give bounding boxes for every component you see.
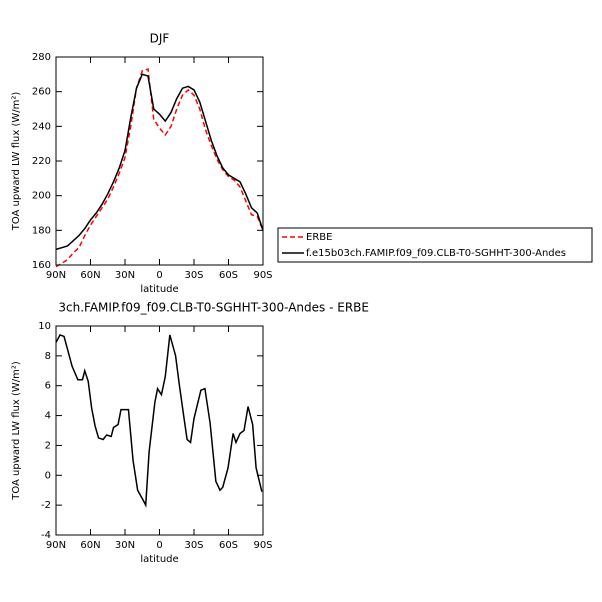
x-tick-label: 30N — [115, 540, 135, 551]
chart-title: 3ch.FAMIP.f09_f09.CLB-T0-SGHHT-300-Andes… — [58, 301, 369, 315]
x-tick-label: 60N — [80, 270, 100, 281]
y-tick-label: 280 — [32, 52, 51, 63]
x-axis-label: latitude — [140, 284, 178, 295]
x-tick-label: 30S — [184, 270, 203, 281]
x-tick-label: 60S — [219, 270, 238, 281]
chart-title: DJF — [150, 32, 170, 46]
y-tick-label: 180 — [32, 225, 51, 236]
x-tick-label: 90N — [46, 540, 66, 551]
y-tick-label: 8 — [45, 351, 51, 362]
data-line — [55, 68, 264, 268]
y-tick-label: 4 — [45, 411, 51, 422]
y-tick-label: 10 — [38, 321, 51, 332]
x-tick-label: 60S — [219, 540, 238, 551]
x-tick-label: 30S — [184, 540, 203, 551]
y-tick-label: 200 — [32, 191, 51, 202]
x-tick-label: 90N — [46, 270, 66, 281]
y-axis-label: TOA upward LW flux (W/m²) — [11, 92, 22, 232]
y-tick-label: -4 — [41, 530, 51, 541]
x-tick-label: 0 — [156, 540, 162, 551]
y-tick-label: 0 — [45, 470, 51, 481]
y-tick-label: 6 — [45, 381, 51, 392]
y-tick-label: 2 — [45, 440, 51, 451]
y-tick-label: 160 — [32, 260, 51, 271]
data-line — [55, 334, 263, 508]
plot-frame — [55, 56, 264, 266]
x-tick-label: 90S — [253, 540, 272, 551]
y-axis-label: TOA upward LW flux (W/m²) — [11, 361, 22, 501]
x-tick-label: 30N — [115, 270, 135, 281]
legend-label: ERBE — [306, 232, 332, 243]
x-axis-label: latitude — [140, 554, 178, 565]
legend-box — [277, 227, 593, 263]
plot-frame — [55, 325, 264, 536]
y-tick-label: -2 — [41, 500, 51, 511]
x-tick-label: 60N — [80, 540, 100, 551]
y-tick-label: 220 — [32, 156, 51, 167]
legend-label: f.e15b03ch.FAMIP.f09_f09.CLB-T0-SGHHT-30… — [306, 248, 566, 259]
y-tick-label: 240 — [32, 121, 51, 132]
data-line — [55, 73, 264, 251]
x-tick-label: 0 — [156, 270, 162, 281]
x-tick-label: 90S — [253, 270, 272, 281]
y-tick-label: 260 — [32, 87, 51, 98]
